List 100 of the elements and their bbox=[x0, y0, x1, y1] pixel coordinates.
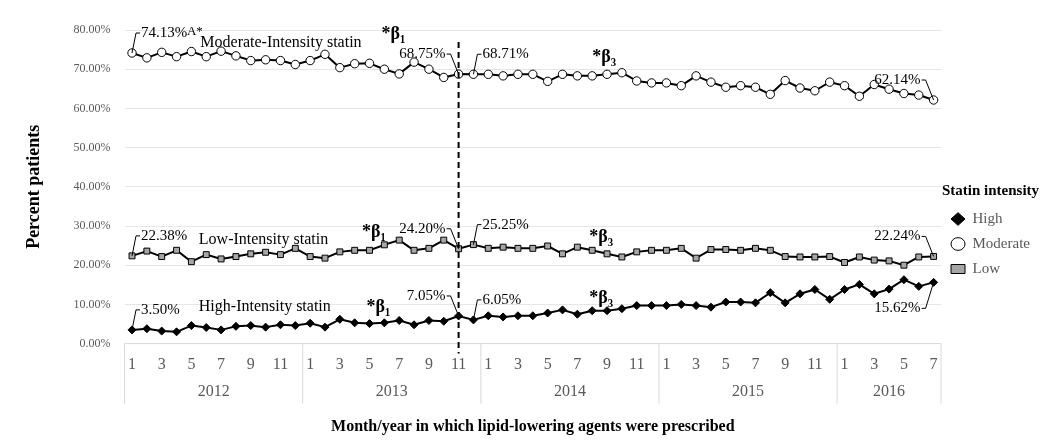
point bbox=[617, 304, 627, 314]
y-axis-title: Percent patients bbox=[23, 124, 44, 249]
point bbox=[201, 323, 211, 333]
point bbox=[498, 312, 508, 322]
point bbox=[855, 253, 863, 261]
point bbox=[706, 302, 716, 312]
x-tick-label: 9 bbox=[781, 355, 790, 373]
point bbox=[380, 241, 388, 249]
point bbox=[379, 318, 389, 328]
point bbox=[884, 284, 894, 294]
point bbox=[143, 247, 151, 255]
point bbox=[602, 69, 612, 79]
point bbox=[648, 246, 656, 254]
annotation: Low-Intensity statin bbox=[198, 229, 329, 248]
point bbox=[899, 275, 909, 285]
point bbox=[336, 248, 344, 256]
point bbox=[410, 246, 418, 254]
point bbox=[557, 69, 568, 79]
text: 2015 bbox=[732, 381, 765, 399]
point bbox=[839, 80, 850, 91]
x-tick-label: 7 bbox=[751, 355, 760, 373]
point bbox=[854, 279, 864, 289]
point bbox=[854, 91, 865, 101]
point bbox=[320, 322, 330, 332]
point bbox=[306, 253, 314, 261]
point bbox=[765, 89, 776, 99]
point bbox=[499, 243, 507, 251]
point bbox=[335, 314, 345, 324]
data-label: 24.20% bbox=[399, 219, 446, 236]
data-label: 25.25% bbox=[482, 215, 529, 232]
point bbox=[290, 321, 300, 331]
point bbox=[261, 322, 271, 332]
point bbox=[840, 285, 850, 294]
point bbox=[305, 55, 315, 66]
point bbox=[425, 244, 433, 252]
point bbox=[588, 246, 596, 254]
point bbox=[572, 309, 582, 319]
data-label: 22.24% bbox=[874, 227, 921, 244]
point bbox=[157, 326, 167, 336]
point bbox=[914, 90, 924, 100]
y-tick-label: 50.00% bbox=[73, 139, 111, 154]
y-tick-label: 20.00% bbox=[73, 257, 111, 272]
point bbox=[366, 246, 373, 254]
point bbox=[483, 311, 493, 321]
point bbox=[142, 53, 152, 63]
x-tick-label: 11 bbox=[807, 355, 823, 373]
point bbox=[262, 248, 270, 256]
point bbox=[543, 308, 553, 318]
annotation: High-Intensity statin bbox=[198, 297, 331, 316]
point bbox=[928, 95, 939, 105]
annotation: *β₃ bbox=[592, 46, 617, 67]
x-tick-label: 5 bbox=[365, 355, 374, 373]
point bbox=[825, 294, 835, 304]
point bbox=[514, 244, 522, 252]
text: 2012 bbox=[197, 381, 230, 399]
point bbox=[395, 236, 403, 244]
point bbox=[632, 301, 642, 311]
x-tick-label: 1 bbox=[662, 355, 671, 373]
data-label: 74.13% bbox=[141, 23, 188, 40]
point bbox=[692, 254, 700, 262]
point bbox=[424, 64, 434, 74]
point bbox=[677, 244, 685, 252]
point bbox=[335, 62, 345, 73]
point bbox=[632, 76, 642, 86]
y-tick-label: 10.00% bbox=[73, 296, 111, 311]
point bbox=[364, 58, 375, 69]
annotation: *β₁ bbox=[366, 295, 391, 316]
point bbox=[736, 297, 746, 307]
point bbox=[676, 299, 686, 309]
x-tick-label: 1 bbox=[484, 355, 493, 373]
point bbox=[752, 244, 759, 252]
point bbox=[735, 80, 746, 91]
x-tick-label: 7 bbox=[929, 355, 938, 373]
point bbox=[409, 57, 419, 67]
point bbox=[498, 71, 508, 81]
point bbox=[870, 256, 878, 264]
point bbox=[796, 253, 804, 261]
annotation: *β₁ bbox=[362, 220, 386, 241]
point bbox=[201, 51, 211, 62]
point bbox=[439, 72, 449, 83]
point bbox=[661, 301, 671, 311]
point bbox=[260, 55, 271, 65]
point bbox=[158, 253, 166, 261]
point bbox=[275, 320, 285, 330]
point bbox=[915, 253, 923, 261]
x-tick-label: 9 bbox=[424, 355, 433, 373]
data-label: 6.05% bbox=[482, 290, 522, 307]
point bbox=[781, 253, 789, 261]
point bbox=[394, 69, 404, 79]
x-tick-label: 7 bbox=[217, 355, 226, 373]
point bbox=[290, 59, 300, 70]
y-tick-label: 40.00% bbox=[73, 178, 111, 193]
point bbox=[914, 281, 924, 291]
point bbox=[484, 244, 492, 252]
point bbox=[795, 289, 805, 299]
point bbox=[573, 243, 581, 251]
point bbox=[544, 242, 552, 250]
y-tick-label: 70.00% bbox=[73, 61, 111, 76]
point bbox=[869, 289, 879, 299]
point bbox=[810, 86, 820, 96]
